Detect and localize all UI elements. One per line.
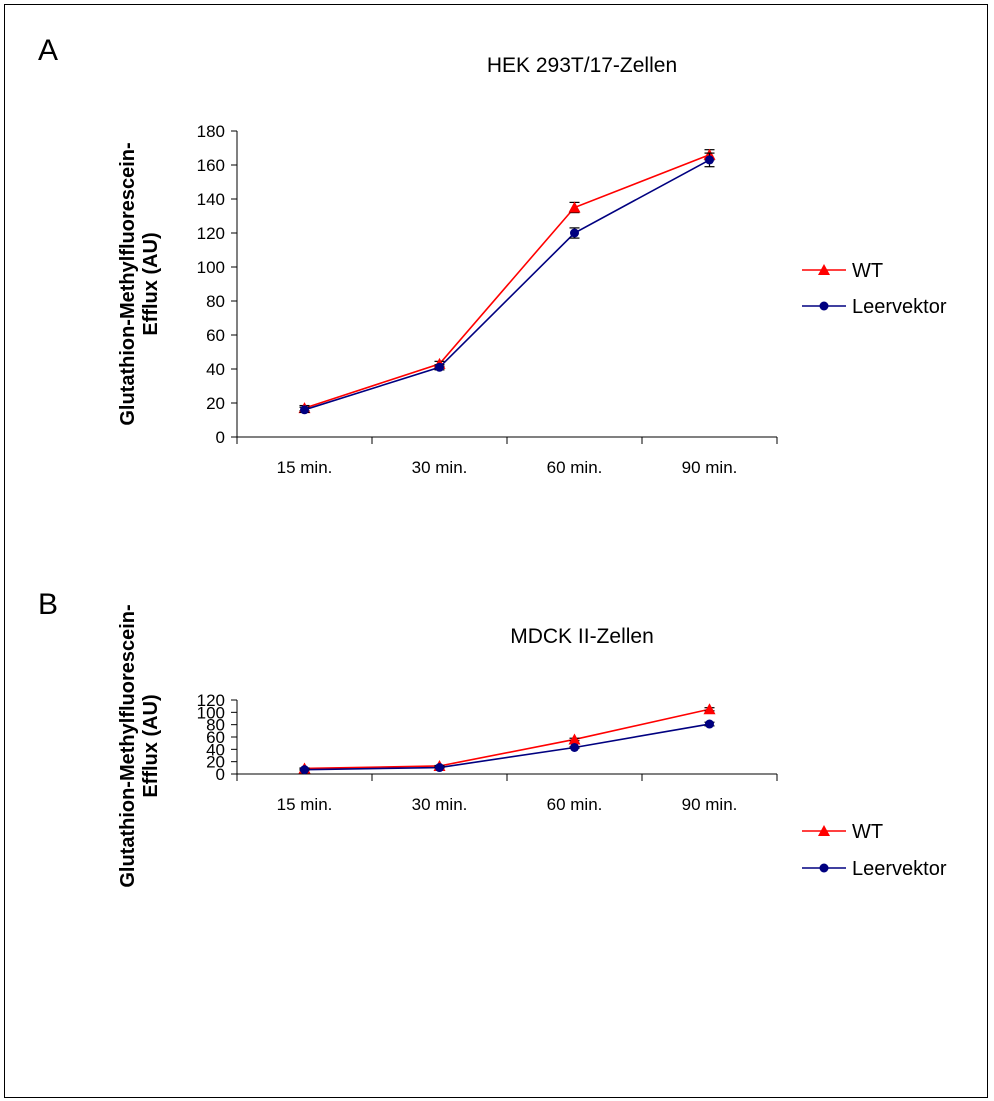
series-line — [304, 723, 710, 771]
legend: WT Leervektor — [802, 821, 947, 880]
data-point-circle — [705, 155, 714, 165]
x-tick-label: 90 min. — [682, 458, 738, 477]
plot-marks — [298, 148, 716, 415]
series-wt — [298, 148, 716, 414]
legend-label: WT — [852, 260, 883, 282]
legend: WT Leervektor — [802, 260, 947, 318]
figure-frame — [4, 4, 988, 1098]
chart-title: HEK 293T/17-Zellen — [487, 54, 677, 77]
plot-marks — [298, 703, 716, 775]
y-axis-label-line1: Glutathion-Methylfluorescein- — [117, 142, 139, 425]
y-axis-label-line2: Efflux (AU) — [140, 232, 162, 335]
data-point-circle — [705, 719, 714, 729]
data-point-triangle — [703, 703, 716, 715]
legend-marker-triangle — [818, 264, 830, 275]
data-point-circle — [435, 362, 444, 372]
legend-marker-circle — [819, 301, 829, 311]
y-axis-label-line2: Efflux (AU) — [140, 694, 162, 797]
data-point-circle — [435, 763, 444, 773]
legend-label: Leervektor — [852, 858, 947, 880]
panel-a: A HEK 293T/17-Zellen Glutathion-Methylfl… — [38, 34, 947, 477]
y-tick-label: 0 — [216, 765, 225, 784]
series-line — [304, 159, 710, 411]
data-point-circle — [570, 228, 579, 238]
y-axis-label-line1: Glutathion-Methylfluorescein- — [117, 604, 139, 887]
legend-marker-circle — [819, 863, 829, 873]
legend-marker-triangle — [818, 825, 830, 836]
data-point-triangle — [568, 201, 581, 213]
y-tick-label: 120 — [197, 224, 225, 243]
data-point-circle — [300, 405, 309, 415]
panel-b: B MDCK II-Zellen Glutathion-Methylfluore… — [38, 588, 947, 888]
y-tick-label: 140 — [197, 190, 225, 209]
y-tick-label: 160 — [197, 156, 225, 175]
y-tick-label: 60 — [206, 728, 225, 747]
legend-label: Leervektor — [852, 296, 947, 318]
data-point-circle — [570, 742, 579, 752]
y-tick-label: 40 — [206, 360, 225, 379]
data-point-circle — [300, 765, 309, 775]
x-tick-label: 60 min. — [547, 795, 603, 814]
y-tick-label: 20 — [206, 394, 225, 413]
x-tick-label: 90 min. — [682, 795, 738, 814]
series-line — [304, 708, 710, 770]
series-leervektor — [299, 719, 715, 775]
x-tick-label: 30 min. — [412, 458, 468, 477]
y-tick-label: 60 — [206, 326, 225, 345]
panel-letter: A — [38, 34, 58, 67]
series-line — [304, 154, 710, 409]
panel-letter: B — [38, 588, 58, 621]
series-wt — [298, 703, 716, 774]
x-tick-label: 60 min. — [547, 458, 603, 477]
legend-label: WT — [852, 821, 883, 843]
data-point-triangle — [568, 733, 581, 745]
y-tick-label: 80 — [206, 716, 225, 735]
series-leervektor — [299, 152, 715, 415]
y-tick-label: 180 — [197, 122, 225, 141]
x-tick-label: 30 min. — [412, 795, 468, 814]
y-tick-label: 80 — [206, 292, 225, 311]
y-tick-label: 100 — [197, 703, 225, 722]
y-tick-label: 40 — [206, 740, 225, 759]
x-tick-label: 15 min. — [277, 458, 333, 477]
y-tick-label: 120 — [197, 691, 225, 710]
x-tick-label: 15 min. — [277, 795, 333, 814]
y-tick-label: 100 — [197, 258, 225, 277]
y-tick-label: 20 — [206, 753, 225, 772]
axes: 0 20 40 60 80 100 120 140 160 180 15 min. 30 min. 60… — [197, 122, 778, 477]
y-tick-label: 0 — [216, 428, 225, 447]
chart-title: MDCK II-Zellen — [510, 625, 654, 648]
